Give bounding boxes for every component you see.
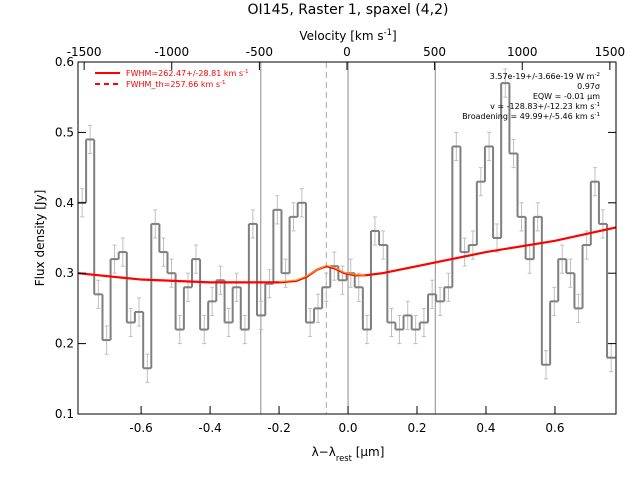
y-tick-label: 0.2 xyxy=(55,337,74,351)
x2-tick-label: -500 xyxy=(246,45,273,59)
y-tick-label: 0.5 xyxy=(55,125,74,139)
y-tick-label: 0.1 xyxy=(55,407,74,421)
x2-tick-label: -1000 xyxy=(154,45,189,59)
x2-tick-label: 0 xyxy=(343,45,351,59)
x-tick-label: -0.4 xyxy=(198,421,221,435)
text-segment: rest xyxy=(336,453,353,463)
text-segment: -1 xyxy=(594,102,600,108)
text-segment: FWHM=262.47+/-28.81 km s xyxy=(126,69,243,78)
y-tick-label: 0.6 xyxy=(55,55,74,69)
text-segment: -1 xyxy=(220,80,226,86)
x-tick-label: 0.6 xyxy=(545,421,564,435)
text-segment: 3.57e-19+/-3.66e-19 W m xyxy=(490,72,595,81)
legend-label: FWHM_th=257.66 km s-1 xyxy=(126,80,226,89)
text-segment: Broadening = 49.99+/-5.46 km s xyxy=(462,112,594,121)
x2-tick-label: -1500 xyxy=(67,45,102,59)
text-segment: FWHM_th=257.66 km s xyxy=(126,80,220,89)
x-tick-label: 0.4 xyxy=(476,421,495,435)
text-segment: Velocity [km s xyxy=(299,29,383,43)
y-tick-label: 0.4 xyxy=(55,196,74,210)
annotation: 0.97σ xyxy=(577,82,600,91)
text-segment: EQW = -0.01 μm xyxy=(533,92,600,101)
x-tick-label: 0.0 xyxy=(338,421,357,435)
x2-tick-label: 1500 xyxy=(595,45,626,59)
step-connector xyxy=(85,83,609,369)
y-tick-label: 0.3 xyxy=(55,266,74,280)
x-tick-label: -0.2 xyxy=(267,421,290,435)
text-segment: -1 xyxy=(243,69,249,75)
annotation: 3.57e-19+/-3.66e-19 W m-2 xyxy=(490,72,600,81)
legend-label: FWHM=262.47+/-28.81 km s-1 xyxy=(126,69,249,78)
x2-axis-label: Velocity [km s-1] xyxy=(299,27,396,43)
x2-tick-label: 500 xyxy=(423,45,446,59)
x-tick-label: 0.2 xyxy=(407,421,426,435)
text-segment: [μm] xyxy=(352,445,385,459)
text-segment: v = -128.83+/-12.23 km s xyxy=(490,102,594,111)
text-segment: -2 xyxy=(594,72,600,78)
annotation: EQW = -0.01 μm xyxy=(533,92,600,101)
y-axis-label: Flux density [Jy] xyxy=(33,190,47,287)
x-axis-label: λ−λrest [μm] xyxy=(312,445,385,463)
annotation: Broadening = 49.99+/-5.46 km s-1 xyxy=(462,112,600,121)
text-segment: λ−λ xyxy=(312,445,336,459)
model-curve xyxy=(77,226,617,284)
model-curve xyxy=(279,264,366,283)
annotation: v = -128.83+/-12.23 km s-1 xyxy=(490,102,600,111)
text-segment: 0.97σ xyxy=(577,82,600,91)
text-segment: -1 xyxy=(384,27,392,37)
text-segment: -1 xyxy=(594,112,600,118)
chart-title: OI145, Raster 1, spaxel (4,2) xyxy=(248,2,449,18)
x2-tick-label: 1000 xyxy=(507,45,538,59)
text-segment: ] xyxy=(392,29,397,43)
x-tick-label: -0.6 xyxy=(129,421,152,435)
